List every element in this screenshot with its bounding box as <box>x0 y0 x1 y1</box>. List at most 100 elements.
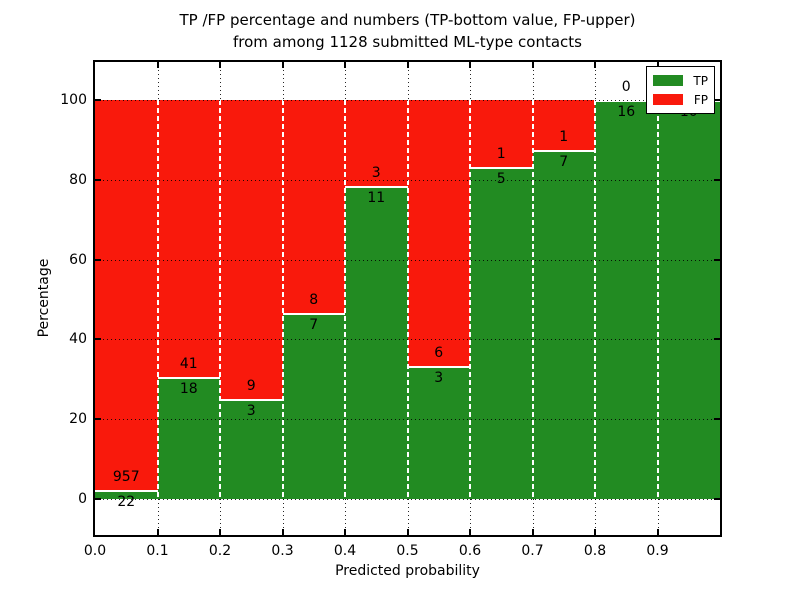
bar-count-label-tp: 11 <box>367 189 386 206</box>
bar-count-label-fp: 957 <box>112 469 140 486</box>
v-gridline-black <box>470 499 471 535</box>
legend-item-fp: FP <box>653 93 708 107</box>
bar-segment-tp <box>532 149 595 499</box>
bar-segment-tp <box>95 490 158 499</box>
x-axis-tick-bottom <box>156 529 159 535</box>
y-tick-label: 0 <box>78 491 87 507</box>
y-axis-tick-right <box>714 258 720 261</box>
v-gridline-black <box>282 499 284 535</box>
bar-count-label-fp: 41 <box>179 356 198 373</box>
legend-label-fp: FP <box>693 92 708 107</box>
plot-area: 9572241189387311631517016010 <box>93 60 722 537</box>
h-gridline <box>95 419 720 421</box>
y-axis-tick-left <box>95 99 101 101</box>
chart-title-line2: from among 1128 submitted ML-type contac… <box>233 33 582 51</box>
x-axis-tick-top <box>469 62 471 68</box>
bar-segment-fp <box>470 100 533 167</box>
x-axis-tick-top <box>656 62 659 68</box>
bar-count-label-fp: 1 <box>559 128 569 145</box>
x-axis-tick-bottom <box>344 529 346 535</box>
x-tick-label: 0.8 <box>583 543 607 559</box>
x-axis-tick-top <box>219 62 221 68</box>
x-tick-label: 0.3 <box>271 543 294 559</box>
bar-count-label-tp: 5 <box>496 170 506 187</box>
x-tick-label: 0.1 <box>146 543 169 559</box>
x-axis-tick-top <box>344 62 346 68</box>
v-gridline-black <box>595 62 596 100</box>
bar-count-label-tp: 3 <box>434 370 444 386</box>
legend-label-tp: TP <box>693 73 708 88</box>
v-gridline-black <box>157 499 159 535</box>
v-gridline-white <box>469 100 471 499</box>
y-tick-label: 100 <box>60 92 87 108</box>
v-gridline-black <box>532 499 534 535</box>
legend-item-tp: TP <box>653 74 708 88</box>
chart-title-line1: TP /FP percentage and numbers (TP-bottom… <box>179 11 636 29</box>
bar-segment-tp <box>407 366 470 499</box>
h-gridline <box>95 259 720 261</box>
y-tick-label: 60 <box>69 251 87 268</box>
x-axis-tick-top <box>156 62 159 68</box>
y-axis-tick-left <box>95 418 101 421</box>
x-axis-tick-top <box>281 62 284 68</box>
y-tick-label: 20 <box>69 411 87 428</box>
bar-count-label-fp: 3 <box>371 164 381 181</box>
bar-segment-tp <box>595 100 658 499</box>
x-tick-label: 0.5 <box>396 543 419 559</box>
y-axis-tick-right <box>714 338 720 341</box>
x-axis-tick-bottom <box>219 529 221 535</box>
y-axis-tick-right <box>714 178 720 181</box>
bar-count-label-tp: 3 <box>246 403 256 420</box>
y-axis-tick-left <box>95 338 101 341</box>
chart-title: TP /FP percentage and numbers (TP-bottom… <box>95 9 720 53</box>
bar-segment-tp <box>657 100 720 499</box>
bar-count-label-fp: 0 <box>621 79 631 95</box>
bar-segment-tp <box>345 185 408 499</box>
v-gridline-black <box>470 62 471 100</box>
v-gridline-black <box>345 62 346 100</box>
legend-swatch-fp <box>653 94 683 105</box>
v-gridline-black <box>657 499 659 535</box>
v-gridline-black <box>532 62 534 100</box>
v-gridline-white <box>406 100 409 499</box>
v-gridline-black <box>220 62 221 100</box>
y-axis-tick-left <box>95 178 101 181</box>
h-gridline <box>95 339 720 341</box>
v-gridline-black <box>407 499 409 535</box>
v-gridline-white <box>531 100 534 499</box>
y-axis-label: Percentage <box>36 258 52 338</box>
v-gridline-black <box>407 62 409 100</box>
x-axis-label: Predicted probability <box>335 563 480 579</box>
v-gridline-black <box>345 499 346 535</box>
y-axis-tick-left <box>95 258 101 261</box>
bar-count-label-tp: 18 <box>179 381 198 398</box>
bar-count-label-tp: 7 <box>559 153 569 170</box>
legend-swatch-tp <box>653 75 683 86</box>
bar-segment-fp <box>407 100 470 366</box>
y-axis-tick-right <box>714 498 720 500</box>
x-axis-tick-top <box>594 62 596 68</box>
v-gridline-white <box>156 100 159 499</box>
x-tick-label: 0.7 <box>521 543 544 559</box>
bar-segment-tp <box>282 312 345 499</box>
bar-segment-fp <box>282 100 345 313</box>
bar-segment-fp <box>532 100 595 150</box>
x-axis-tick-top <box>531 62 534 68</box>
x-tick-label: 0.9 <box>646 543 669 559</box>
x-axis-tick-top <box>406 62 409 68</box>
h-gridline <box>95 179 720 181</box>
x-axis-tick-bottom <box>594 529 596 535</box>
bar-segment-fp <box>157 100 220 378</box>
v-gridline-black <box>282 62 284 100</box>
x-axis-tick-bottom <box>531 529 534 535</box>
v-gridline-white <box>594 100 596 499</box>
bar-segment-tp <box>220 399 283 499</box>
bar-count-label-fp: 8 <box>309 291 319 308</box>
bar-segment-fp <box>220 100 283 400</box>
v-gridline-white <box>281 100 284 499</box>
v-gridline-black <box>220 499 221 535</box>
x-axis-tick-bottom <box>281 529 284 535</box>
bar-count-label-tp: 22 <box>117 494 136 511</box>
v-gridline-white <box>219 100 221 499</box>
